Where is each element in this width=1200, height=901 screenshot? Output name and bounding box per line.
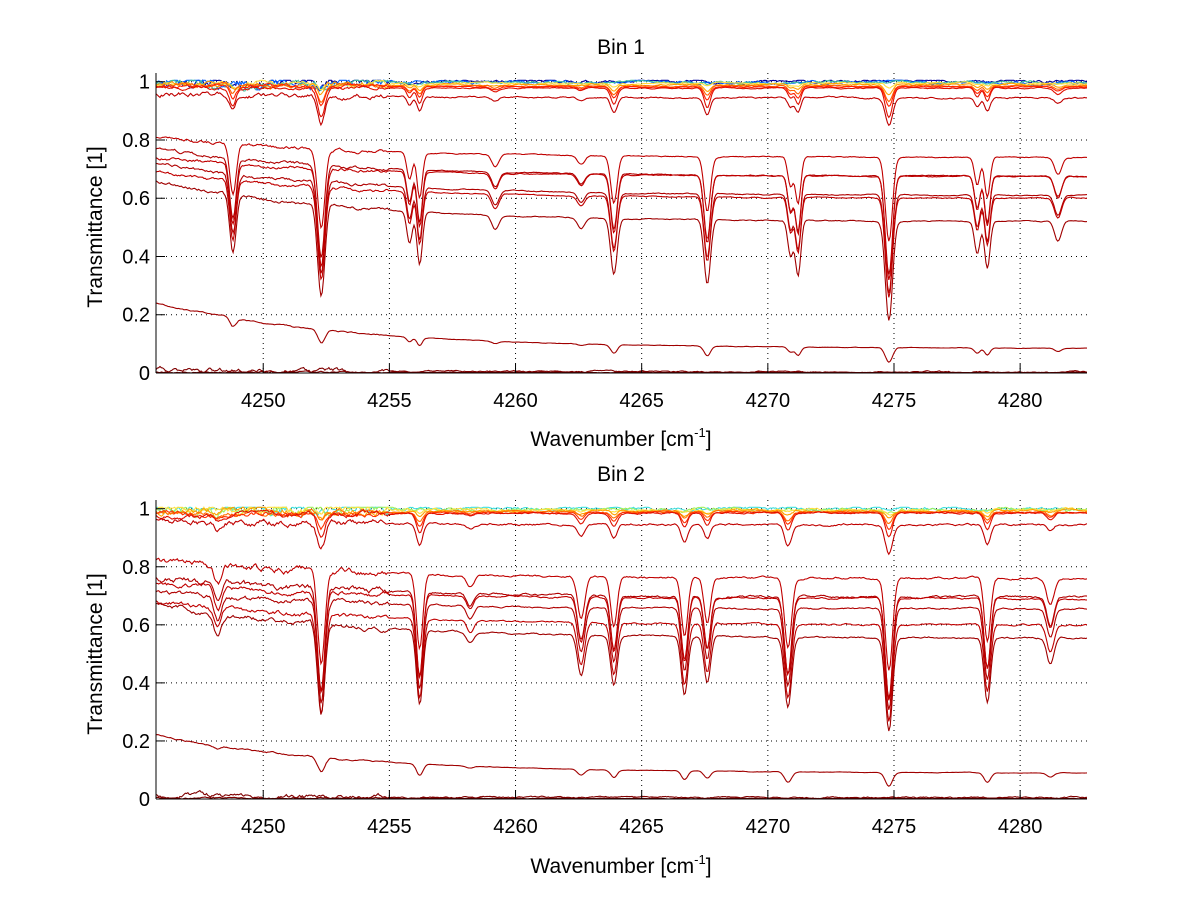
series-line-s15 bbox=[156, 180, 1087, 321]
series-line-s5 bbox=[156, 80, 1087, 96]
x-tick-label: 4280 bbox=[998, 816, 1043, 838]
series-line-s13 bbox=[156, 162, 1087, 294]
series-group bbox=[156, 506, 1087, 799]
y-tick-label: 0.4 bbox=[122, 673, 150, 695]
y-tick-label: 0.8 bbox=[122, 130, 150, 152]
series-line-s14 bbox=[156, 170, 1087, 298]
subplot-bin-2: Bin 2 Wavenumber [cm-1] Transmittance [1… bbox=[84, 463, 1087, 878]
series-line-s15 bbox=[156, 734, 1087, 787]
series-line-s8 bbox=[156, 517, 1087, 556]
series-group bbox=[156, 79, 1087, 373]
x-axis-title-superscript: -1 bbox=[694, 425, 706, 440]
x-tick-label: 4280 bbox=[998, 390, 1043, 412]
y-tick-label: 1 bbox=[139, 72, 150, 94]
y-tick-label: 0 bbox=[139, 363, 150, 385]
series-line-s11 bbox=[156, 582, 1087, 701]
series-line-s12 bbox=[156, 157, 1087, 281]
x-tick-label: 4270 bbox=[746, 816, 791, 838]
y-tick-label: 0 bbox=[139, 789, 150, 811]
subplot-bin-1: Bin 1 Wavenumber [cm-1] Transmittance [1… bbox=[84, 36, 1087, 451]
x-tick-label: 4260 bbox=[493, 816, 538, 838]
x-tick-label: 4260 bbox=[493, 390, 538, 412]
series-line-s16 bbox=[156, 302, 1087, 363]
x-tick-label: 4265 bbox=[619, 816, 664, 838]
y-tick-label: 0.6 bbox=[122, 615, 150, 637]
x-axis-title-main: Wavenumber [cm bbox=[530, 428, 694, 451]
y-tick-label: 0.2 bbox=[122, 731, 150, 753]
y-tick-label: 0.2 bbox=[122, 305, 150, 327]
series-line-s16 bbox=[156, 789, 1087, 799]
series-line-s9 bbox=[156, 91, 1087, 127]
x-axis-title-end: ] bbox=[706, 428, 712, 451]
series-line-s10 bbox=[156, 136, 1087, 242]
y-tick-label: 1 bbox=[139, 499, 150, 521]
y-tick-label: 0.8 bbox=[122, 557, 150, 579]
plot-title: Bin 2 bbox=[597, 463, 645, 486]
x-tick-label: 4255 bbox=[367, 390, 412, 412]
series-line-s14 bbox=[156, 602, 1087, 732]
series-line-s13 bbox=[156, 600, 1087, 722]
x-axis-title-end: ] bbox=[706, 855, 712, 878]
series-line-s2 bbox=[156, 506, 1087, 520]
series-line-s8 bbox=[156, 85, 1087, 119]
y-tick-label: 0.4 bbox=[122, 246, 150, 268]
series-line-s12 bbox=[156, 590, 1087, 710]
series-line-s11 bbox=[156, 147, 1087, 275]
series-line-s10 bbox=[156, 576, 1087, 699]
y-tick-label: 0.6 bbox=[122, 188, 150, 210]
x-tick-label: 4250 bbox=[241, 390, 286, 412]
x-tick-label: 4265 bbox=[619, 390, 664, 412]
series-line-s9 bbox=[156, 557, 1087, 671]
plot-title: Bin 1 bbox=[597, 36, 645, 59]
x-tick-label: 4255 bbox=[367, 816, 412, 838]
y-axis-title: Transmittance [1] bbox=[84, 146, 107, 307]
x-axis-title: Wavenumber [cm-1] bbox=[530, 425, 711, 451]
y-axis-title: Transmittance [1] bbox=[84, 573, 107, 734]
x-axis-title-superscript: -1 bbox=[694, 852, 706, 867]
x-tick-label: 4270 bbox=[746, 390, 791, 412]
x-axis-title-main: Wavenumber [cm bbox=[530, 855, 694, 878]
plot-area bbox=[156, 500, 1087, 799]
x-tick-label: 4275 bbox=[872, 390, 917, 412]
x-axis-title: Wavenumber [cm-1] bbox=[530, 852, 711, 878]
x-tick-label: 4250 bbox=[241, 816, 286, 838]
x-tick-label: 4275 bbox=[872, 816, 917, 838]
grid bbox=[156, 500, 1087, 799]
series-line-s7 bbox=[156, 508, 1087, 538]
